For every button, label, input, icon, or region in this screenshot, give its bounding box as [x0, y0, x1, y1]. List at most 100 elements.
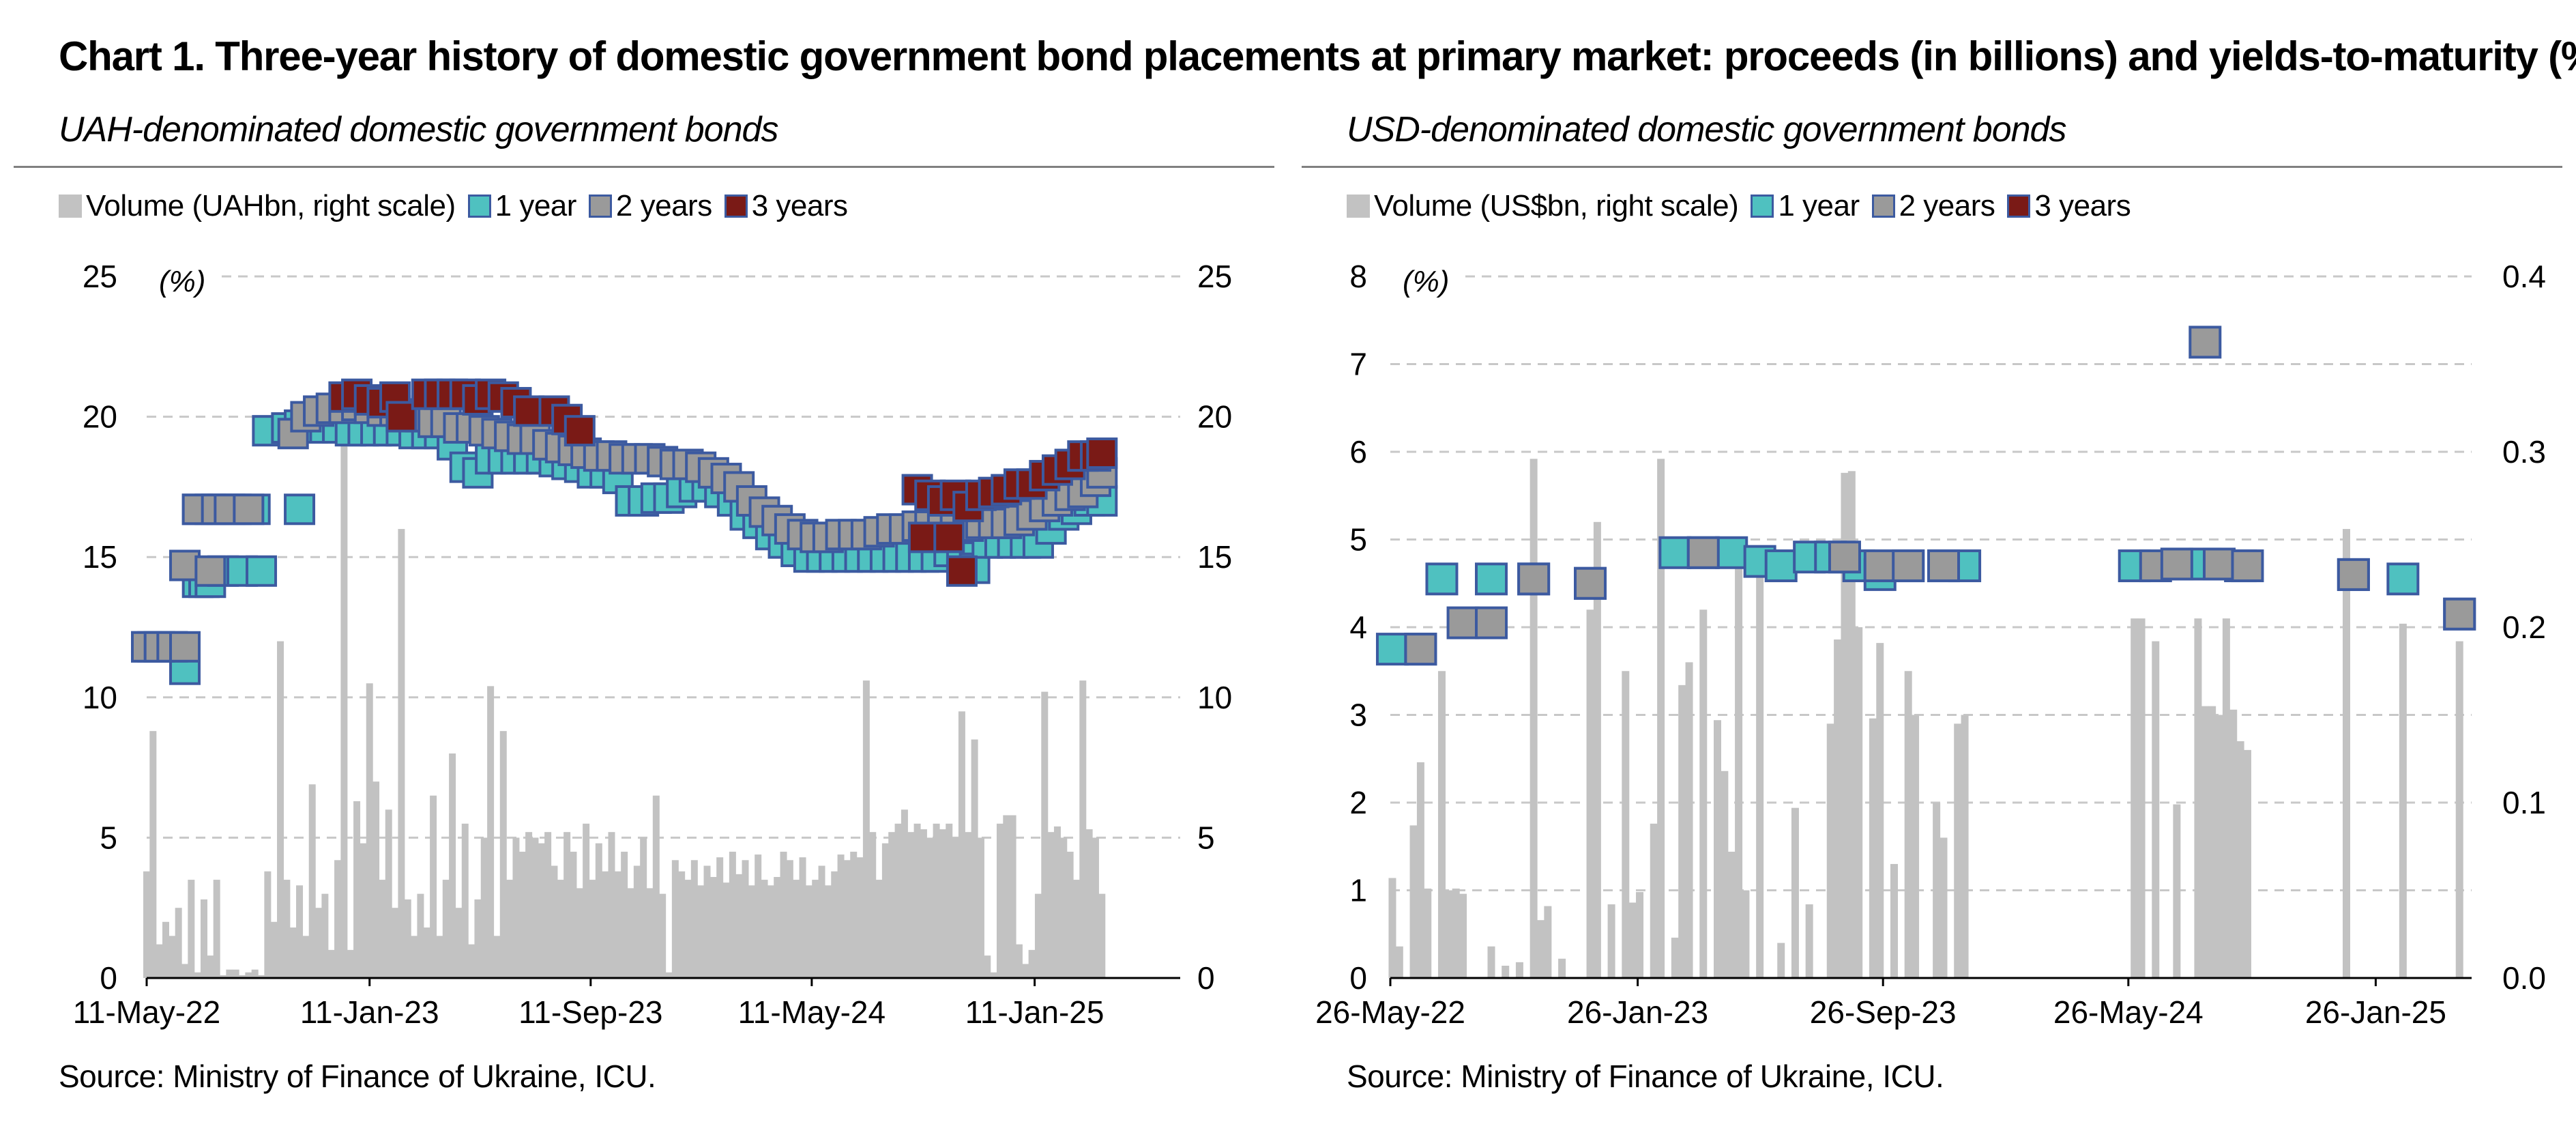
legend-2y-label: 2 years: [615, 189, 712, 222]
y-right-tick-label: 0.4: [2502, 259, 2546, 294]
volume-bar: [1636, 892, 1644, 978]
legend-volume: Volume (US$bn, right scale): [1347, 189, 1739, 223]
x-tick-label: 26-Sep-23: [1810, 994, 1957, 1030]
volume-bar: [449, 753, 456, 978]
volume-bar: [659, 893, 667, 978]
legend-1y: 1 year: [467, 189, 577, 223]
y-left-tick-label: 20: [83, 399, 117, 435]
volume-bar: [392, 908, 399, 978]
volume-bar: [697, 885, 705, 978]
y-left-tick-label: 5: [1349, 522, 1367, 558]
y-right-tick-label: 0.1: [2502, 785, 2546, 820]
volume-bar: [583, 823, 590, 978]
uah-panel: UAH-denominated domestic government bond…: [14, 102, 1289, 1112]
volume-bar: [1593, 521, 1601, 978]
legend-3y-label: 3 years: [2034, 189, 2131, 222]
legend-volume: Volume (UAHbn, right scale): [59, 189, 456, 223]
volume-bar: [2137, 618, 2146, 978]
legend-1y-swatch: [467, 195, 491, 218]
volume-bar: [1841, 472, 1849, 978]
volume-bar: [742, 860, 749, 978]
volume-bar: [952, 837, 959, 978]
volume-bar: [1558, 958, 1566, 978]
x-tick-label: 26-Jan-25: [2305, 994, 2446, 1030]
volume-bar: [640, 837, 647, 978]
volume-bar: [2243, 749, 2251, 978]
volume-bar: [308, 784, 316, 978]
volume-bar: [920, 829, 927, 978]
y-left-tick-label: 1: [1349, 873, 1367, 908]
volume-bar: [818, 865, 825, 978]
volume-bar: [423, 927, 430, 978]
legend-volume-label: Volume (US$bn, right scale): [1374, 189, 1739, 222]
volume-bar: [850, 851, 858, 978]
volume-bar: [455, 908, 463, 978]
marker-2-years: [233, 493, 265, 526]
volume-bar: [602, 871, 609, 978]
volume-bar: [767, 885, 774, 978]
y-right-tick-label: 0.2: [2502, 609, 2546, 645]
marker-1-year: [284, 493, 316, 526]
volume-bar: [379, 880, 386, 978]
volume-bar: [774, 876, 781, 978]
volume-bar: [1487, 946, 1495, 978]
marker-1-year: [1715, 536, 1748, 569]
volume-bar: [1066, 851, 1074, 978]
marker-2-years: [1404, 633, 1437, 666]
y-left-tick-label: 2: [1349, 785, 1367, 820]
y-right-tick-label: 15: [1197, 539, 1232, 575]
marker-3-years: [946, 555, 978, 587]
volume-bar: [824, 885, 832, 978]
legend-2y-swatch: [588, 195, 612, 218]
volume-bar: [239, 975, 246, 978]
volume-bar: [977, 837, 984, 978]
uah-divider: [14, 166, 1274, 168]
volume-bar: [755, 854, 762, 978]
legend-volume-swatch: [1347, 195, 1370, 218]
volume-bar: [652, 795, 660, 978]
volume-bar: [812, 880, 819, 978]
marker-2-years: [1474, 606, 1508, 639]
marker-3-years: [1086, 437, 1118, 470]
marker-2-years: [169, 631, 201, 663]
volume-bar: [1713, 720, 1721, 978]
volume-bar: [888, 832, 896, 978]
marker-1-year: [1764, 549, 1798, 583]
volume-bar: [1855, 627, 1863, 978]
volume-bar: [576, 888, 583, 978]
marker-1-year: [1474, 562, 1508, 596]
y-left-tick-label: 10: [83, 680, 117, 715]
volume-bar: [1869, 718, 1877, 978]
legend-2y-swatch: [1871, 195, 1895, 218]
volume-bar: [1912, 715, 1920, 978]
volume-bar: [353, 801, 361, 978]
volume-bar: [417, 893, 424, 978]
volume-bar: [1515, 962, 1523, 978]
uah-legend: Volume (UAHbn, right scale) 1 year 2 yea…: [59, 186, 860, 227]
volume-bar: [856, 857, 864, 978]
marker-3-years: [933, 521, 965, 553]
usd-legend: Volume (US$bn, right scale) 1 year 2 yea…: [1347, 186, 2143, 227]
volume-bar: [2399, 623, 2407, 978]
volume-bar: [627, 888, 634, 978]
volume-bar: [468, 944, 475, 978]
volume-bar: [194, 972, 201, 978]
legend-volume-swatch: [59, 195, 82, 218]
marker-1-year: [2386, 562, 2420, 596]
legend-1y-label: 1 year: [495, 189, 577, 222]
volume-bar: [207, 955, 214, 978]
marker-2-years: [1828, 541, 1861, 574]
volume-bar: [831, 871, 838, 978]
marker-2-years: [1517, 562, 1551, 596]
volume-bar: [1876, 643, 1884, 978]
volume-bar: [411, 936, 418, 978]
volume-bar: [1053, 826, 1061, 978]
volume-bar: [894, 823, 902, 978]
y-left-tick-label: 0: [100, 960, 117, 996]
marker-2-years: [169, 549, 201, 581]
volume-bar: [646, 888, 654, 978]
volume-bar: [321, 893, 329, 978]
marker-2-years: [1446, 606, 1480, 639]
legend-1y-swatch: [1751, 195, 1774, 218]
y-right-tick-label: 0: [1197, 960, 1215, 996]
